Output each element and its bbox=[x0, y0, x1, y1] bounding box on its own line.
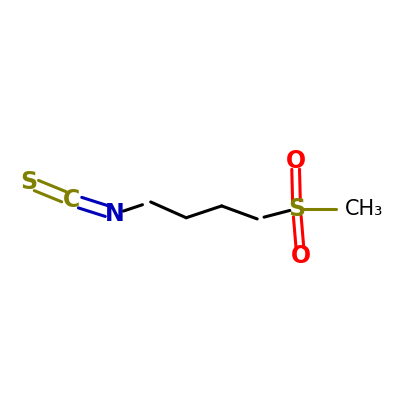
Text: O: O bbox=[290, 244, 311, 268]
Text: CH₃: CH₃ bbox=[345, 199, 383, 219]
Text: N: N bbox=[105, 202, 125, 226]
Text: O: O bbox=[285, 149, 306, 173]
Text: C: C bbox=[63, 188, 80, 212]
Text: S: S bbox=[20, 170, 37, 194]
Text: S: S bbox=[288, 197, 305, 221]
